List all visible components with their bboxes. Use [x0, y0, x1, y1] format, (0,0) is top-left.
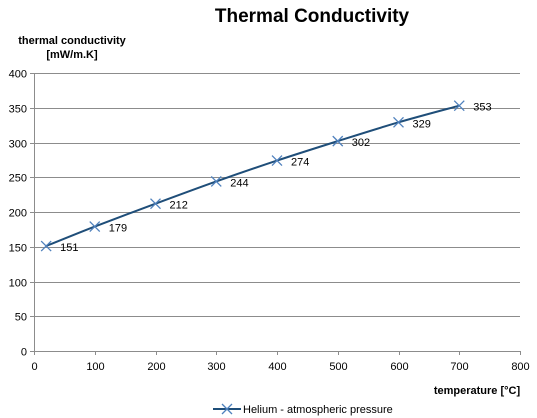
- legend-label: Helium - atmospheric pressure: [243, 404, 393, 416]
- data-point-marker: [332, 135, 344, 147]
- tick-labels: 0 50 100 150 200 250 300 350 400 0 100 200 300 400 500…: [9, 69, 530, 374]
- y-tick-label: 100: [9, 278, 27, 290]
- x-tick-label: 500: [329, 361, 347, 373]
- data-point-marker: [453, 100, 465, 112]
- data-label: 353: [473, 102, 491, 114]
- x-tick-label: 700: [450, 361, 468, 373]
- data-point-marker: [89, 221, 101, 233]
- data-label: 244: [230, 177, 248, 189]
- series-line: [45, 104, 460, 247]
- x-tick-label: 200: [147, 361, 165, 373]
- x-tick-label: 400: [268, 361, 286, 373]
- x-tick-label: 0: [31, 361, 37, 373]
- series-layer: [40, 100, 465, 252]
- data-label: 274: [291, 157, 309, 169]
- x-tick-label: 800: [511, 361, 529, 373]
- y-tick-label: 0: [21, 347, 27, 359]
- y-tick-label: 150: [9, 243, 27, 255]
- x-tick-label: 600: [390, 361, 408, 373]
- x-axis-title: temperature [°C]: [434, 385, 521, 397]
- data-point-marker: [271, 155, 283, 167]
- data-label: 212: [170, 200, 188, 212]
- y-axis-title-line1: thermal conductivity: [18, 35, 126, 47]
- data-label: 302: [352, 137, 370, 149]
- data-label: 151: [60, 242, 78, 254]
- data-point-marker: [210, 175, 222, 187]
- x-tick-label: 100: [86, 361, 104, 373]
- data-point-marker: [393, 116, 404, 128]
- legend-x-marker-icon: [221, 403, 233, 415]
- data-label: 329: [413, 118, 431, 130]
- y-tick-label: 50: [15, 312, 27, 324]
- chart-title: Thermal Conductivity: [215, 6, 410, 27]
- gridlines: [34, 73, 520, 317]
- y-tick-label: 250: [9, 173, 27, 185]
- y-tick-label: 300: [9, 139, 27, 151]
- data-point-marker: [150, 198, 161, 210]
- data-label: 179: [109, 223, 127, 235]
- data-point-marker: [40, 240, 52, 252]
- x-tick-label: 300: [207, 361, 225, 373]
- y-axis-title-line2: [mW/m.K]: [46, 49, 98, 61]
- data-labels: 151 179 212 244 274 302 329 353: [60, 102, 491, 254]
- legend: Helium - atmospheric pressure: [213, 403, 393, 416]
- y-tick-label: 200: [9, 208, 27, 220]
- axes: [30, 73, 521, 355]
- y-tick-label: 400: [9, 69, 27, 81]
- y-tick-label: 350: [9, 104, 27, 116]
